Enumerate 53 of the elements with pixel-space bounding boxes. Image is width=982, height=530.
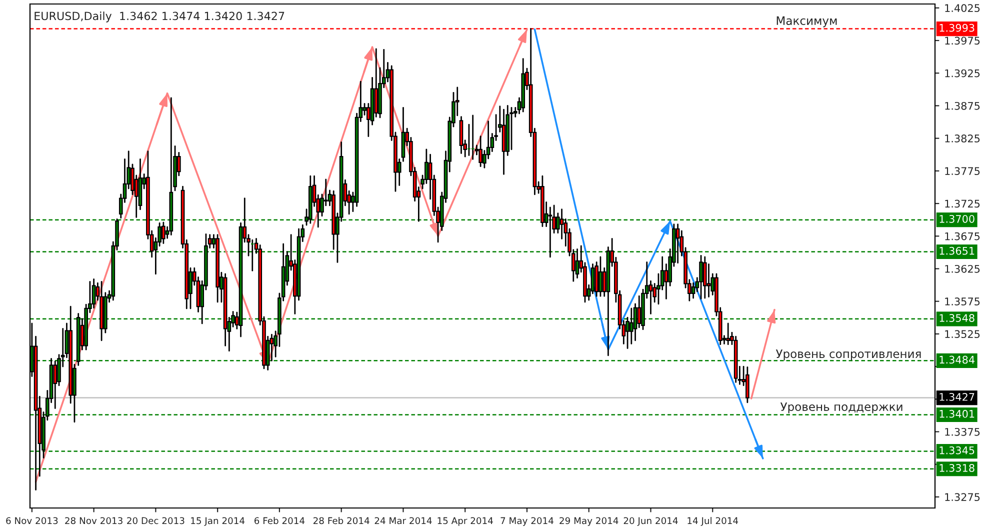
y-tick-label: 1.3925 (945, 69, 980, 78)
candlestick (702, 256, 707, 299)
x-tick-label: 14 Jul 2014 (688, 517, 738, 526)
x-tick-label: 6 Feb 2014 (254, 517, 305, 524)
candlestick (637, 295, 642, 328)
candlestick (726, 322, 730, 346)
ref-line-label: 1.3993 (940, 24, 974, 32)
y-tick-label: 1.3525 (945, 330, 980, 338)
x-tick-label: 28 Feb 2014 (313, 517, 370, 524)
y-tick-label: 1.3375 (945, 428, 980, 436)
candlestick (746, 366, 750, 404)
y-tick-label: 1.3575 (945, 298, 980, 306)
y-tick-label: 1.3725 (945, 200, 980, 208)
ref-line-label: 1.3345 (940, 446, 974, 454)
candlestick (598, 256, 602, 297)
x-tick-label: 29 May 2014 (560, 517, 618, 526)
y-tick-label: 1.3775 (945, 167, 980, 176)
candlestick (362, 103, 366, 116)
y-tick-label: 1.3975 (945, 36, 980, 45)
annotation: Уровень поддержки (780, 402, 902, 414)
x-tick-label: 20 Jun 2014 (624, 517, 678, 526)
y-tick-label: 1.3875 (945, 102, 980, 110)
x-tick-label: 7 May 2014 (500, 517, 554, 526)
candlestick (699, 254, 703, 300)
ref-line-label: 1.3427 (940, 392, 974, 401)
x-tick-label: 15 Apr 2014 (438, 517, 493, 526)
candlestick (92, 278, 96, 309)
y-tick-label: 1.3625 (945, 264, 980, 273)
ref-line-label: 1.3484 (940, 356, 974, 364)
candlestick (548, 206, 552, 258)
ref-line-label: 1.3548 (940, 314, 974, 322)
y-tick-label: 1.3825 (945, 134, 980, 142)
candlestick (676, 224, 680, 264)
line-series (34, 28, 528, 483)
ref-line-label: 1.3651 (940, 246, 974, 255)
annotation: Уровень сопротивления (776, 350, 921, 360)
x-tick-label: 20 Dec 2013 (127, 517, 184, 524)
x-tick-label: 15 Jan 2014 (191, 517, 245, 526)
line-series (534, 28, 764, 460)
x-tick-label: 24 Mar 2014 (374, 517, 432, 524)
ref-line-label: 1.3401 (940, 410, 974, 418)
y-tick-label: 1.3275 (945, 493, 980, 502)
x-tick-label: 28 Nov 2013 (65, 517, 122, 524)
y-tick-label: 1.4025 (945, 4, 980, 12)
text: EURUSD,Daily 1.3462 1.3474 1.3420 1.3427 (34, 12, 284, 22)
ref-line-label: 1.3700 (940, 214, 974, 223)
ref-line-label: 1.3318 (940, 464, 974, 472)
x-tick-label: 6 Nov 2013 (6, 517, 58, 524)
y-tick-label: 1.3675 (945, 232, 980, 240)
candlestick (478, 136, 482, 168)
candlestick (162, 222, 166, 244)
candlestick (706, 263, 711, 298)
annotation: Максимум (776, 16, 837, 28)
